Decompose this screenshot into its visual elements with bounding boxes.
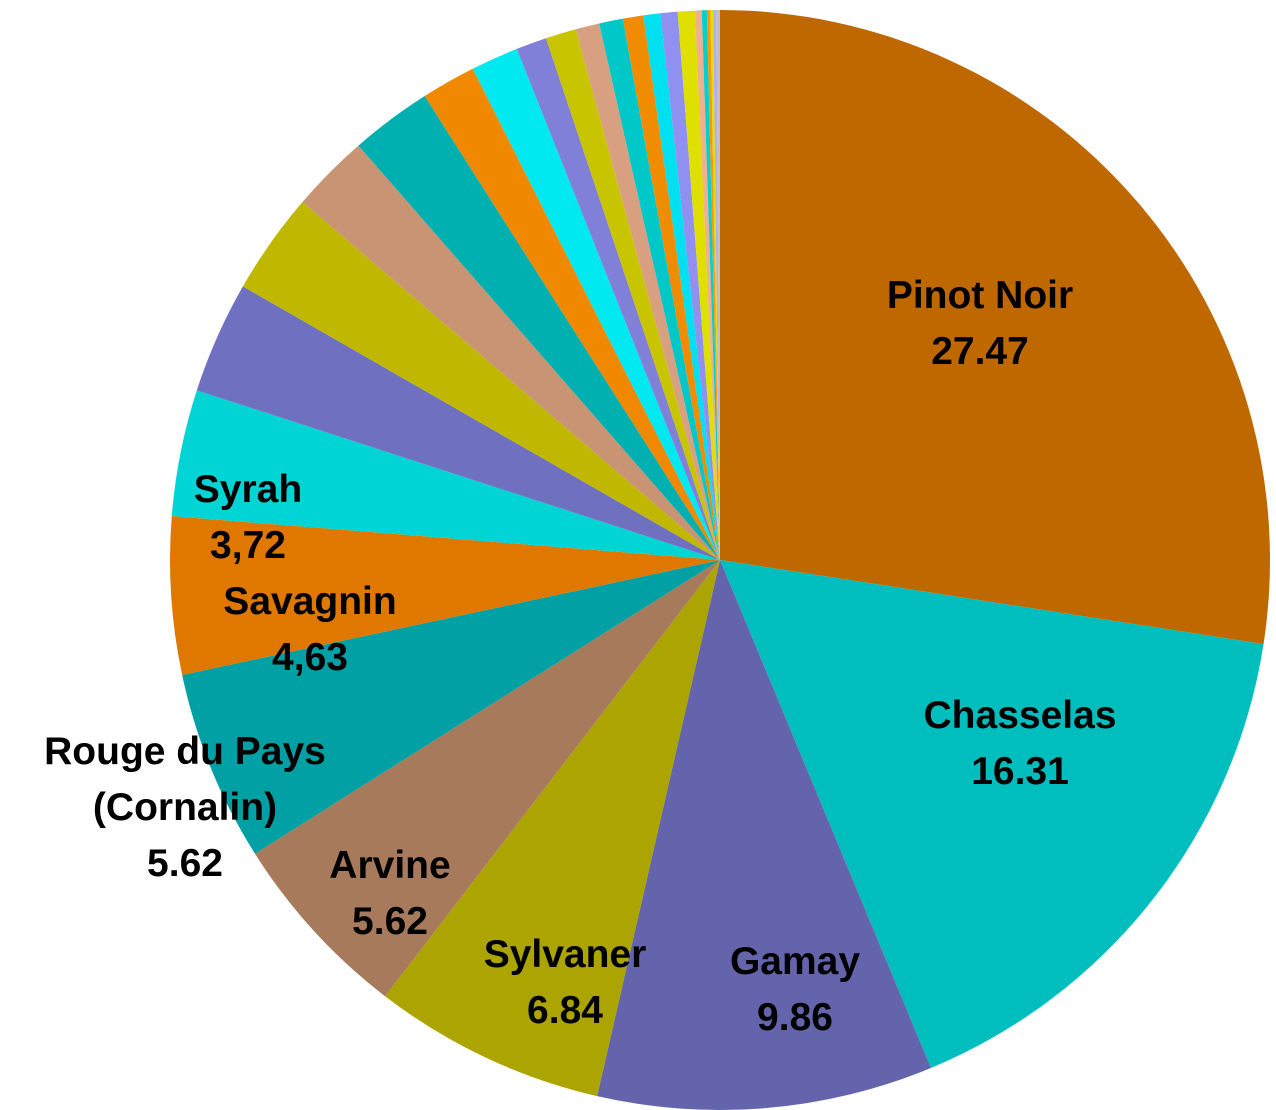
pie-slice: [720, 560, 1264, 1068]
pie-slice: [720, 10, 1270, 645]
pie-slice: [254, 560, 720, 997]
pie-slice: [597, 560, 931, 1110]
value-label: 16.31: [971, 750, 1069, 793]
pie-slice: [694, 10, 720, 561]
category-label: Syrah: [193, 468, 303, 511]
category-label: Pinot Noir: [886, 274, 1074, 317]
pie-slice: [302, 145, 720, 561]
pie-slice: [472, 48, 720, 560]
value-label: 5.62: [147, 842, 223, 885]
pie-slice: [545, 29, 720, 560]
category-label: Gamay: [729, 940, 861, 983]
value-label: 3,72: [210, 524, 286, 567]
pie-slice: [170, 516, 721, 675]
value-label: 6.84: [527, 989, 603, 1032]
pie-slice: [713, 10, 720, 560]
value-label: 9.86: [757, 996, 833, 1039]
slice-label: Pinot Noir 27.47: [887, 268, 1073, 380]
pie-slice: [677, 10, 720, 561]
pie-slice: [575, 23, 720, 560]
category-label: Savagnin: [223, 580, 397, 623]
pie-slice: [701, 10, 720, 561]
pie-slice: [196, 286, 721, 560]
value-label: 4,63: [272, 636, 348, 679]
value-label: 5.62: [352, 900, 428, 943]
pie-slice: [171, 390, 721, 560]
pie-slice: [716, 10, 720, 560]
pie-slice: [599, 18, 720, 560]
category-label: Sylvaner: [483, 933, 647, 976]
category-label: Rouge du Pays (Cornalin): [44, 730, 326, 829]
pie-slice: [516, 38, 720, 560]
pie-slice: [710, 10, 720, 561]
slice-label: Gamay 9.86: [730, 934, 860, 1046]
category-label: Arvine: [329, 844, 451, 887]
pie-slice: [706, 10, 720, 560]
pie-slice: [182, 560, 721, 854]
pie-slice: [424, 68, 720, 560]
slice-label: Rouge du Pays (Cornalin) 5.62: [44, 724, 326, 892]
pie-slice: [385, 560, 720, 1097]
slice-label: Syrah 3,72: [194, 462, 302, 574]
slice-label: Savagnin 4,63: [223, 574, 396, 686]
slice-label: Sylvaner 6.84: [484, 927, 647, 1039]
pie-slice: [622, 15, 720, 561]
pie-slice: [643, 13, 720, 561]
slice-label: Arvine 5.62: [329, 838, 450, 950]
value-label: 27.47: [931, 330, 1029, 373]
pie-slice: [358, 96, 720, 560]
pie-slice: [242, 201, 720, 560]
category-label: Chasselas: [923, 694, 1117, 737]
slice-label: Chasselas 16.31: [924, 688, 1117, 800]
pie-slice: [660, 11, 720, 561]
